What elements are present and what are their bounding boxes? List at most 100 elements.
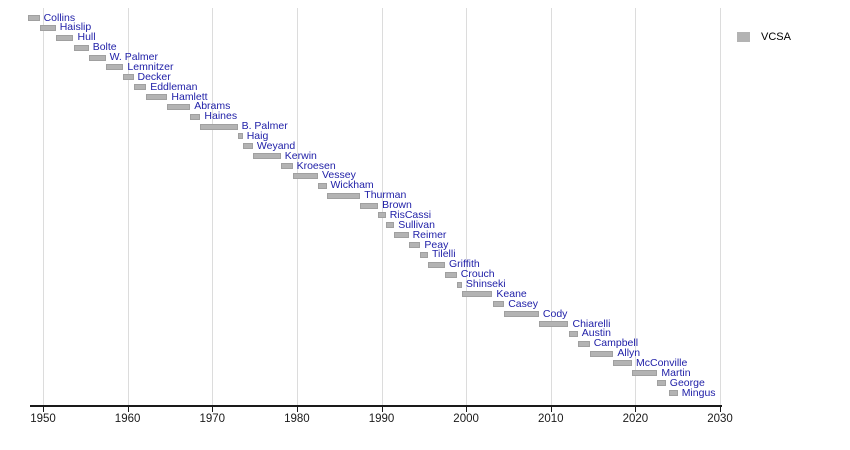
- timeline-bar: [589, 350, 614, 357]
- timeline-bar: [133, 84, 147, 91]
- person-label[interactable]: W. Palmer: [109, 51, 159, 63]
- person-label[interactable]: George: [669, 376, 705, 389]
- timeline-bar: [237, 133, 243, 140]
- axis-tick: [720, 407, 721, 412]
- timeline-bar: [360, 202, 379, 209]
- person-label[interactable]: Thurman: [364, 189, 407, 202]
- timeline-bar: [657, 380, 666, 387]
- person-label[interactable]: Griffith: [449, 258, 480, 271]
- timeline-bar: [146, 94, 168, 100]
- person-label[interactable]: Weyand: [256, 139, 296, 152]
- person-label[interactable]: B. Palmer: [241, 120, 288, 133]
- person-label[interactable]: Wickham: [330, 179, 374, 192]
- timeline-bar: [504, 311, 539, 318]
- person-label[interactable]: Lemnitzer: [127, 60, 174, 73]
- gridline-2010: [550, 8, 552, 405]
- axis-tick-label: 1990: [368, 413, 395, 425]
- person-label[interactable]: Kerwin: [284, 149, 317, 162]
- person-label[interactable]: Peay: [424, 238, 449, 251]
- timeline-bar: [200, 123, 238, 130]
- person-label[interactable]: Shinseki: [465, 278, 506, 290]
- timeline-bar: [105, 64, 124, 71]
- timeline-bar: [27, 15, 40, 21]
- person-label[interactable]: Hamlett: [171, 90, 208, 103]
- timeline-bar: [493, 301, 505, 308]
- person-label[interactable]: Brown: [382, 199, 412, 211]
- timeline-bar: [252, 153, 281, 160]
- timeline-bar: [669, 390, 678, 397]
- person-label[interactable]: Kroesen: [296, 159, 336, 172]
- person-label[interactable]: Reimer: [412, 228, 447, 241]
- person-label[interactable]: Tilelli: [432, 248, 456, 261]
- axis-tick: [296, 407, 298, 412]
- axis-tick: [381, 407, 383, 412]
- legend: VCSA: [737, 31, 791, 43]
- timeline-bar: [292, 172, 318, 179]
- timeline-bar: [88, 54, 106, 61]
- person-label[interactable]: Cody: [542, 307, 568, 320]
- timeline-bar: [394, 232, 409, 239]
- axis-tick-label: 2010: [538, 413, 564, 425]
- gridline-1960: [127, 8, 129, 405]
- x-axis-line: [30, 405, 722, 407]
- axis-tick: [466, 407, 468, 412]
- timeline-bar: [632, 370, 658, 377]
- person-label[interactable]: Eddleman: [150, 80, 198, 93]
- axis-tick-label: 2000: [453, 413, 479, 425]
- axis-tick-label: 1980: [284, 413, 310, 425]
- person-label[interactable]: Abrams: [194, 100, 231, 113]
- timeline-bar: [280, 163, 293, 169]
- person-label[interactable]: Haislip: [59, 21, 92, 34]
- person-label[interactable]: Martin: [661, 366, 691, 379]
- person-label[interactable]: Mingus: [681, 386, 716, 399]
- gridline-2000: [466, 8, 468, 405]
- timeline-bar: [408, 242, 421, 248]
- timeline-bar: [242, 143, 253, 150]
- timeline-bar: [461, 291, 493, 298]
- timeline-bar: [577, 340, 590, 347]
- timeline-bar: [123, 74, 134, 81]
- timeline-bar: [318, 182, 327, 189]
- person-label[interactable]: Collins: [43, 11, 76, 24]
- legend-swatch-vcsa: [737, 32, 750, 42]
- person-label[interactable]: Decker: [137, 70, 171, 83]
- timeline-bar: [456, 281, 462, 288]
- gridline-2030: [720, 8, 721, 405]
- person-label[interactable]: Haig: [246, 129, 269, 142]
- axis-tick: [550, 407, 552, 412]
- person-label[interactable]: Sullivan: [398, 218, 435, 231]
- person-label[interactable]: McConville: [636, 356, 688, 369]
- axis-tick: [43, 407, 44, 412]
- timeline-bar: [538, 321, 569, 327]
- person-label[interactable]: Haines: [204, 110, 238, 123]
- person-label[interactable]: Casey: [508, 297, 538, 310]
- timeline-bar: [420, 251, 428, 258]
- axis-tick: [635, 407, 637, 412]
- person-label[interactable]: Allyn: [617, 347, 641, 360]
- axis-tick-label: 1970: [199, 413, 226, 425]
- timeline-bar: [39, 24, 56, 31]
- person-label[interactable]: Hull: [77, 31, 96, 44]
- timeline-bar: [73, 44, 89, 51]
- person-label[interactable]: Campbell: [593, 337, 639, 350]
- person-label[interactable]: Crouch: [460, 268, 495, 281]
- axis-tick: [127, 407, 129, 412]
- timeline-bar: [190, 113, 201, 120]
- axis-tick-label: 1950: [30, 413, 56, 425]
- timeline-bar: [445, 271, 457, 278]
- person-label[interactable]: Austin: [581, 327, 611, 340]
- person-label[interactable]: RisCassi: [389, 208, 432, 221]
- timeline-bar: [167, 103, 191, 110]
- timeline-bar: [613, 360, 632, 367]
- person-label[interactable]: Chiarelli: [572, 317, 611, 330]
- person-label[interactable]: Keane: [496, 287, 527, 300]
- person-label[interactable]: Vessey: [322, 169, 356, 182]
- timeline-bar: [428, 261, 445, 268]
- person-label[interactable]: Bolte: [92, 41, 117, 54]
- timeline-bar: [378, 212, 386, 219]
- axis-tick-label: 1960: [114, 413, 141, 425]
- timeline-bar: [385, 222, 395, 229]
- axis-tick-label: 2030: [707, 413, 733, 425]
- timeline-bar: [326, 192, 361, 199]
